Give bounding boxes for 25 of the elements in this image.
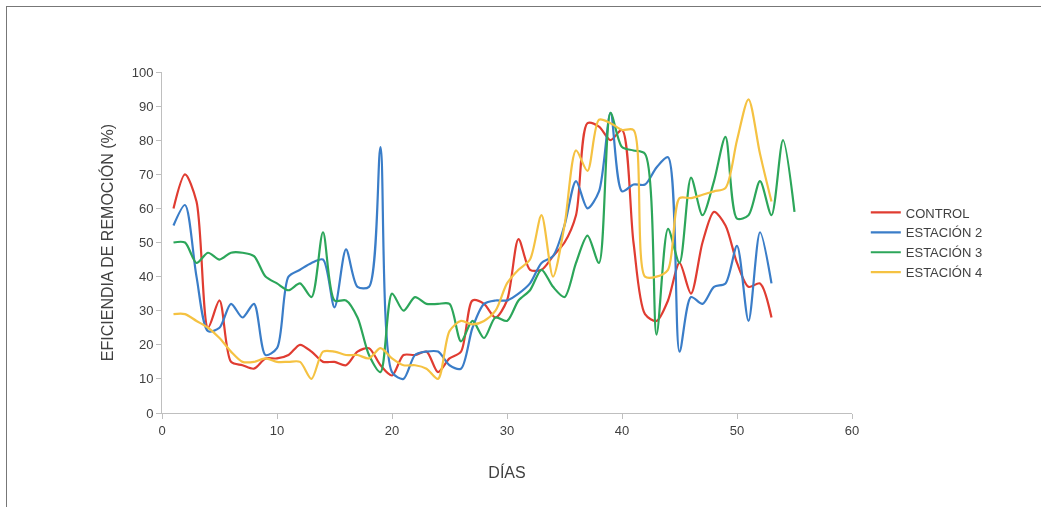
y-tick-label: 20 [138,337,154,353]
y-axis-title: EFICIENDIA DE REMOCIÓN (%) [97,123,116,362]
x-tick-label: 50 [729,422,745,438]
y-tick-label: 60 [138,200,154,216]
y-tick-label: 100 [131,64,154,80]
x-tick-label: 20 [384,422,400,438]
y-tick-label: 70 [138,166,154,182]
y-tick-label: 80 [138,132,154,148]
y-tick-label: 90 [138,98,154,114]
y-tick-label: 10 [138,371,154,387]
x-axis-title: DÍAS [488,463,526,482]
legend-label: ESTACIÓN 2 [905,225,983,241]
y-tick-label: 40 [138,269,154,285]
x-tick-label: 40 [614,422,630,438]
legend-label: CONTROL [905,205,970,221]
y-tick-label: 0 [146,405,154,421]
chart-frame: 0 10 20 30 40 50 60 0 10 20 30 40 50 60 70 80 90 100 CONTROL ESTACIÓN 2 ESTACIÓN 3 ESTACIÓN 4 DÍAS EFICIENDIA DE REMOCIÓN (%) [6,6,1041,507]
x-tick-label: 30 [499,422,515,438]
x-tick-label: 60 [844,422,860,438]
legend-label: ESTACIÓN 3 [905,245,983,261]
legend-label: ESTACIÓN 4 [905,265,983,281]
y-tick-label: 50 [138,235,154,251]
x-tick-label: 0 [158,422,166,438]
y-tick-label: 30 [138,303,154,319]
x-tick-label: 10 [269,422,285,438]
